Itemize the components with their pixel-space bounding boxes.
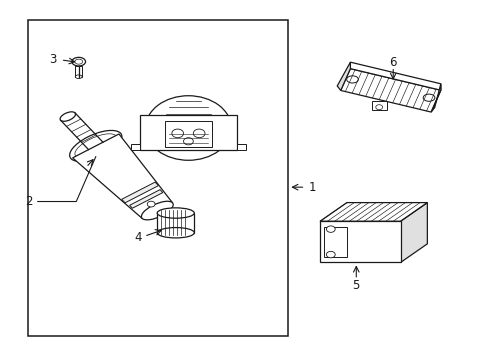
Polygon shape — [164, 121, 211, 147]
Ellipse shape — [72, 57, 85, 66]
Polygon shape — [131, 144, 140, 149]
Ellipse shape — [326, 251, 334, 258]
Ellipse shape — [141, 201, 173, 220]
Ellipse shape — [422, 94, 434, 101]
Bar — [324, 226, 346, 257]
Polygon shape — [129, 190, 163, 208]
Polygon shape — [350, 62, 440, 90]
Ellipse shape — [157, 228, 194, 238]
Ellipse shape — [75, 134, 117, 158]
Polygon shape — [122, 182, 158, 203]
Polygon shape — [72, 134, 172, 219]
Text: 3: 3 — [50, 53, 57, 66]
Ellipse shape — [375, 105, 382, 110]
Ellipse shape — [69, 130, 122, 161]
Bar — [320, 221, 400, 262]
Ellipse shape — [157, 208, 194, 218]
Ellipse shape — [75, 59, 82, 64]
Polygon shape — [237, 144, 245, 149]
Ellipse shape — [60, 112, 75, 121]
Ellipse shape — [147, 201, 155, 207]
Polygon shape — [157, 213, 194, 233]
Bar — [27, 21, 288, 336]
Polygon shape — [430, 84, 440, 112]
Ellipse shape — [145, 96, 231, 160]
Ellipse shape — [193, 129, 204, 138]
Ellipse shape — [183, 138, 193, 145]
Text: 5: 5 — [352, 279, 359, 292]
Text: 2: 2 — [25, 195, 33, 208]
Ellipse shape — [75, 75, 82, 78]
Text: 6: 6 — [388, 56, 396, 69]
Polygon shape — [400, 203, 427, 262]
Ellipse shape — [346, 76, 358, 83]
Polygon shape — [340, 69, 440, 112]
Polygon shape — [140, 116, 237, 149]
Text: 1: 1 — [308, 181, 316, 194]
Polygon shape — [371, 101, 386, 110]
Ellipse shape — [171, 129, 183, 138]
Text: 4: 4 — [134, 230, 141, 244]
Ellipse shape — [326, 226, 334, 232]
Polygon shape — [337, 62, 350, 90]
Polygon shape — [320, 203, 427, 221]
Polygon shape — [75, 66, 82, 77]
